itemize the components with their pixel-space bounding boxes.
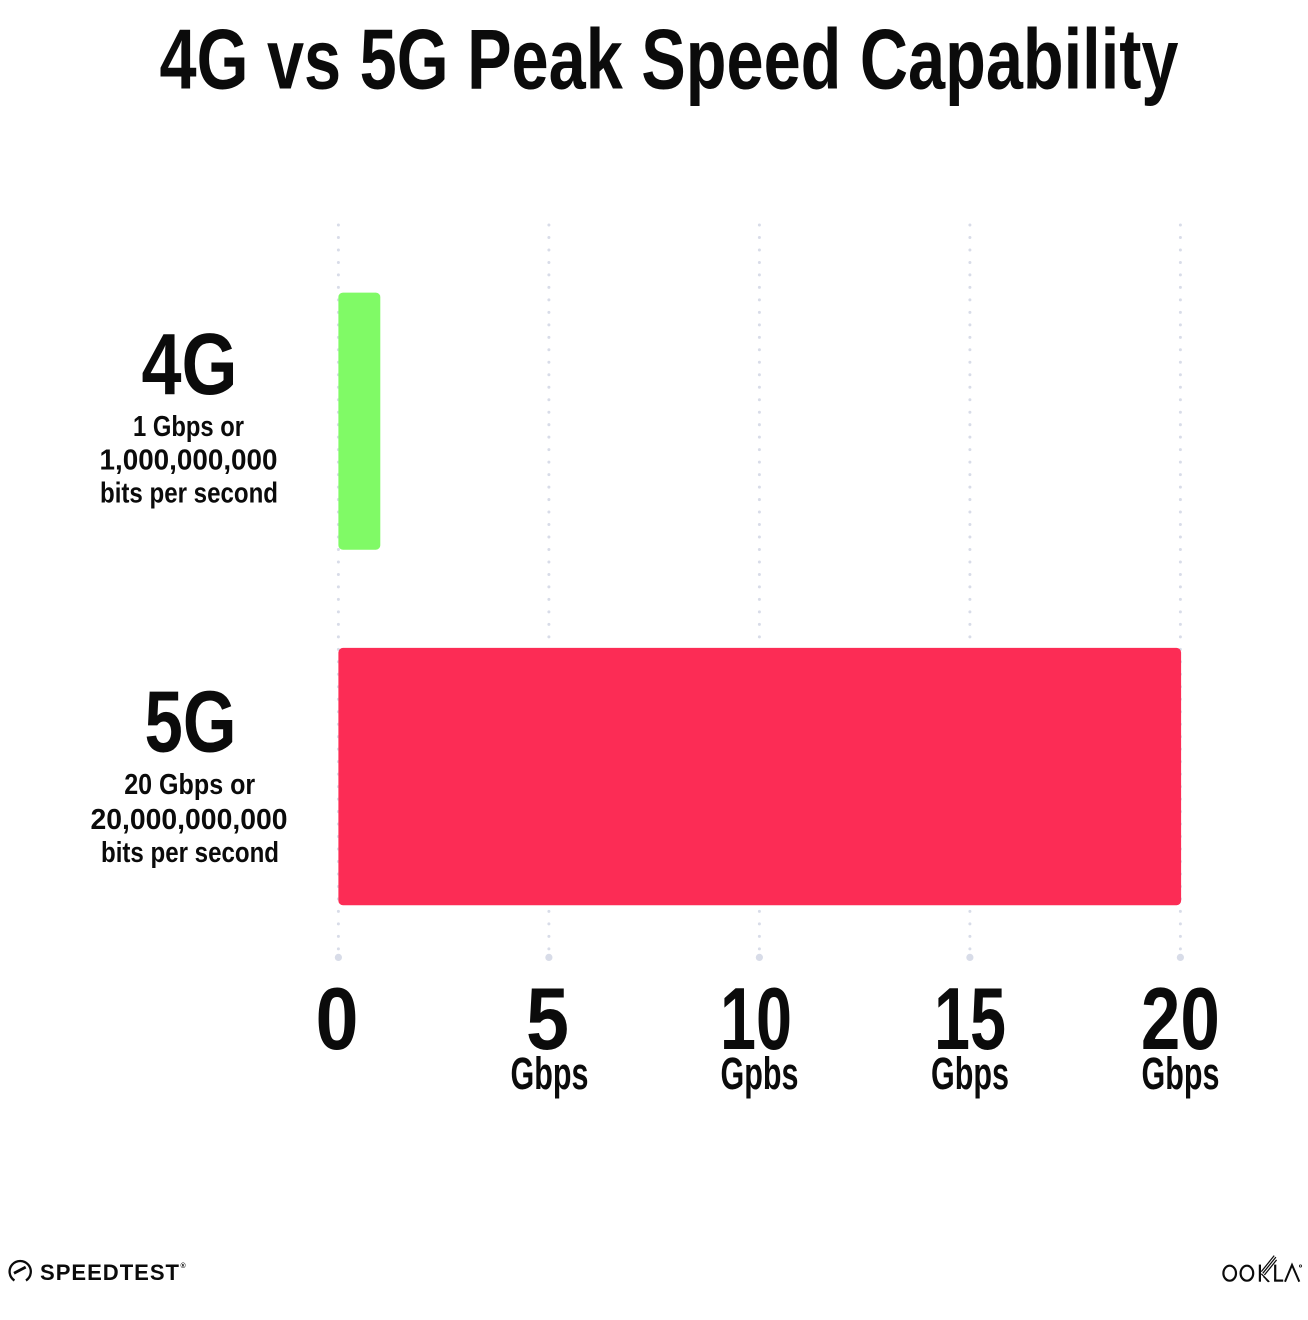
svg-text:SPEEDTEST: SPEEDTEST bbox=[40, 1260, 180, 1285]
svg-text:bits per second: bits per second bbox=[100, 478, 278, 510]
svg-text:®: ® bbox=[181, 1262, 187, 1270]
svg-text:10: 10 bbox=[720, 969, 792, 1068]
svg-text:Gbps: Gbps bbox=[931, 1048, 1009, 1099]
svg-text:Gbps: Gbps bbox=[1142, 1048, 1220, 1099]
svg-text:5G: 5G bbox=[145, 674, 237, 771]
svg-text:20,000,000,000: 20,000,000,000 bbox=[91, 804, 288, 836]
svg-text:5: 5 bbox=[526, 969, 569, 1068]
svg-text:15: 15 bbox=[934, 969, 1006, 1068]
svg-text:0: 0 bbox=[316, 969, 359, 1068]
svg-text:4G vs 5G Peak Speed Capability: 4G vs 5G Peak Speed Capability bbox=[160, 13, 1179, 108]
svg-text:bits per second: bits per second bbox=[101, 837, 279, 869]
svg-text:20 Gbps or: 20 Gbps or bbox=[124, 769, 255, 801]
svg-text:Gpbs: Gpbs bbox=[721, 1048, 799, 1099]
svg-text:20: 20 bbox=[1141, 969, 1220, 1068]
svg-text:Gbps: Gbps bbox=[511, 1048, 589, 1099]
svg-text:4G: 4G bbox=[142, 316, 238, 413]
svg-text:1 Gbps or: 1 Gbps or bbox=[133, 411, 244, 443]
svg-text:1,000,000,000: 1,000,000,000 bbox=[100, 445, 278, 477]
